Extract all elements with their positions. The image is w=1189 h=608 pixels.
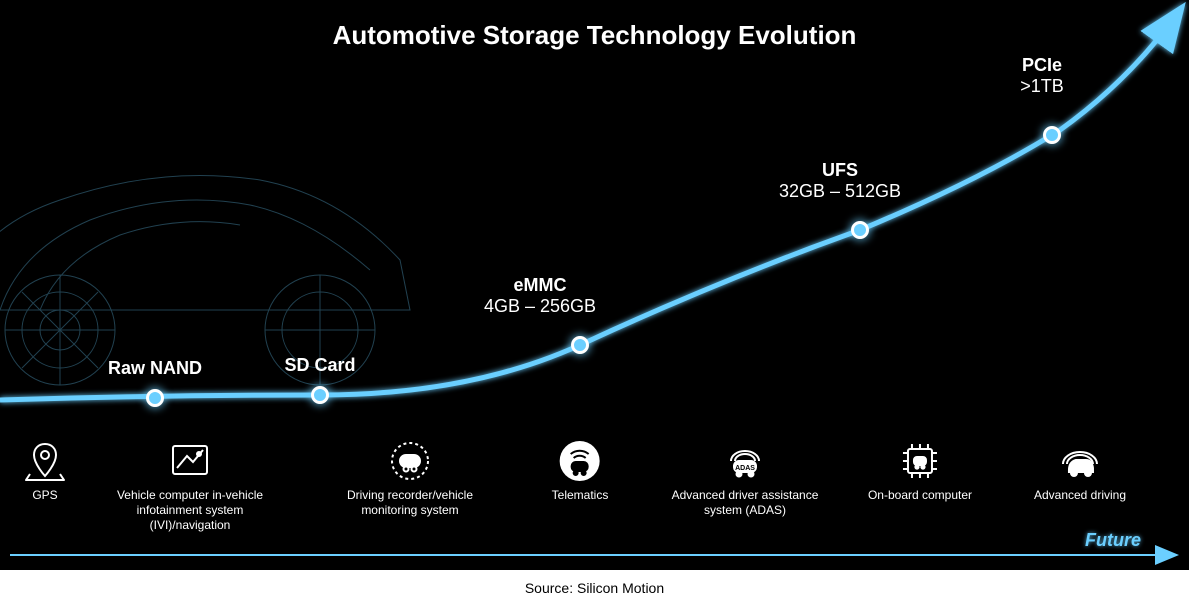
node-label-raw-nand: Raw NAND	[108, 358, 202, 379]
app-gps: GPS	[24, 440, 66, 503]
app-adas: ADAS Advanced driver assistance system (…	[670, 440, 820, 518]
app-label: Driving recorder/vehicle monitoring syst…	[335, 488, 485, 518]
node-sublabel-text: 32GB – 512GB	[779, 181, 901, 202]
adas-icon: ADAS	[724, 440, 766, 482]
node-sublabel-text: >1TB	[1020, 76, 1064, 97]
app-label: Vehicle computer in-vehicle infotainment…	[115, 488, 265, 533]
app-label: Advanced driving	[1034, 488, 1126, 503]
app-telematics: Telematics	[552, 440, 609, 503]
source-attribution: Source: Silicon Motion	[0, 580, 1189, 596]
chip-icon	[899, 440, 941, 482]
node-label-emmc: eMMC 4GB – 256GB	[484, 275, 596, 317]
node-dot-emmc	[571, 336, 589, 354]
app-label: On-board computer	[868, 488, 972, 503]
future-label: Future	[1085, 530, 1141, 551]
node-dot-ufs	[851, 221, 869, 239]
app-ivi: Vehicle computer in-vehicle infotainment…	[115, 440, 265, 533]
ivi-icon	[169, 440, 211, 482]
node-label-text: eMMC	[513, 275, 566, 295]
app-label: Advanced driver assistance system (ADAS)	[670, 488, 820, 518]
node-dot-pcie	[1043, 126, 1061, 144]
app-dvr: Driving recorder/vehicle monitoring syst…	[335, 440, 485, 518]
node-label-text: PCIe	[1022, 55, 1062, 75]
app-advdrive: Advanced driving	[1034, 440, 1126, 503]
telematics-icon	[559, 440, 601, 482]
app-label: Telematics	[552, 488, 609, 503]
node-label-text: Raw NAND	[108, 358, 202, 378]
app-obc: On-board computer	[868, 440, 972, 503]
node-label-pcie: PCIe >1TB	[1020, 55, 1064, 97]
dvr-icon	[389, 440, 431, 482]
gps-icon	[24, 440, 66, 482]
node-dot-raw-nand	[146, 389, 164, 407]
node-label-ufs: UFS 32GB – 512GB	[779, 160, 901, 202]
autonomous-car-icon	[1059, 440, 1101, 482]
node-label-text: SD Card	[284, 355, 355, 375]
app-label: GPS	[24, 488, 66, 503]
node-label-sd-card: SD Card	[284, 355, 355, 376]
chart-area: Automotive Storage Technology Evolution	[0, 0, 1189, 570]
node-sublabel-text: 4GB – 256GB	[484, 296, 596, 317]
node-dot-sd-card	[311, 386, 329, 404]
node-label-text: UFS	[822, 160, 858, 180]
